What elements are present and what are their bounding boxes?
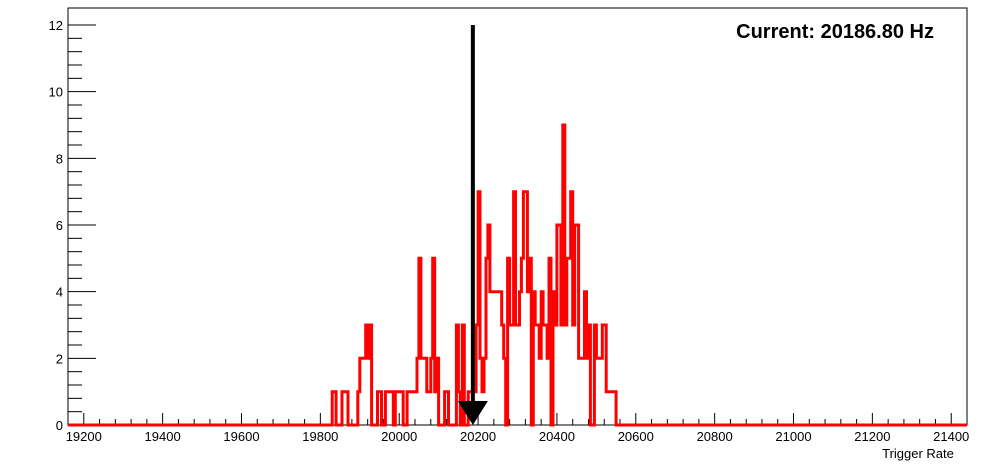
x-tick-label: 21000 bbox=[775, 429, 811, 444]
current-rate-annotation: Current: 20186.80 Hz bbox=[736, 21, 934, 43]
x-tick-label: 19200 bbox=[66, 429, 102, 444]
current-rate-arrow bbox=[457, 25, 488, 425]
x-tick-label: 20800 bbox=[697, 429, 733, 444]
y-tick-label: 0 bbox=[56, 418, 63, 433]
x-tick-label: 19800 bbox=[302, 429, 338, 444]
y-tick-label: 2 bbox=[56, 351, 63, 366]
histogram-series-line bbox=[68, 123, 967, 427]
plot-frame bbox=[67, 7, 968, 426]
x-tick-label: 21200 bbox=[854, 429, 890, 444]
y-axis: 0 2 4 6 8 10 12 bbox=[49, 18, 96, 433]
y-tick-label: 10 bbox=[49, 85, 63, 100]
x-axis-title: Trigger Rate bbox=[882, 446, 954, 461]
y-tick-label: 8 bbox=[56, 151, 63, 166]
x-axis: 19200 19400 19600 19800 20000 20200 20400 20600… bbox=[66, 413, 969, 444]
y-tick-label: 12 bbox=[49, 18, 63, 33]
y-tick-label: 4 bbox=[56, 285, 63, 300]
x-tick-label: 20400 bbox=[539, 429, 575, 444]
x-tick-label: 19400 bbox=[145, 429, 181, 444]
x-tick-label: 19600 bbox=[223, 429, 259, 444]
x-tick-label: 20200 bbox=[460, 429, 496, 444]
x-tick-label: 21400 bbox=[933, 429, 969, 444]
y-tick-label: 6 bbox=[56, 218, 63, 233]
arrow-head bbox=[457, 401, 488, 425]
x-tick-label: 20600 bbox=[618, 429, 654, 444]
x-tick-label: 20000 bbox=[381, 429, 417, 444]
